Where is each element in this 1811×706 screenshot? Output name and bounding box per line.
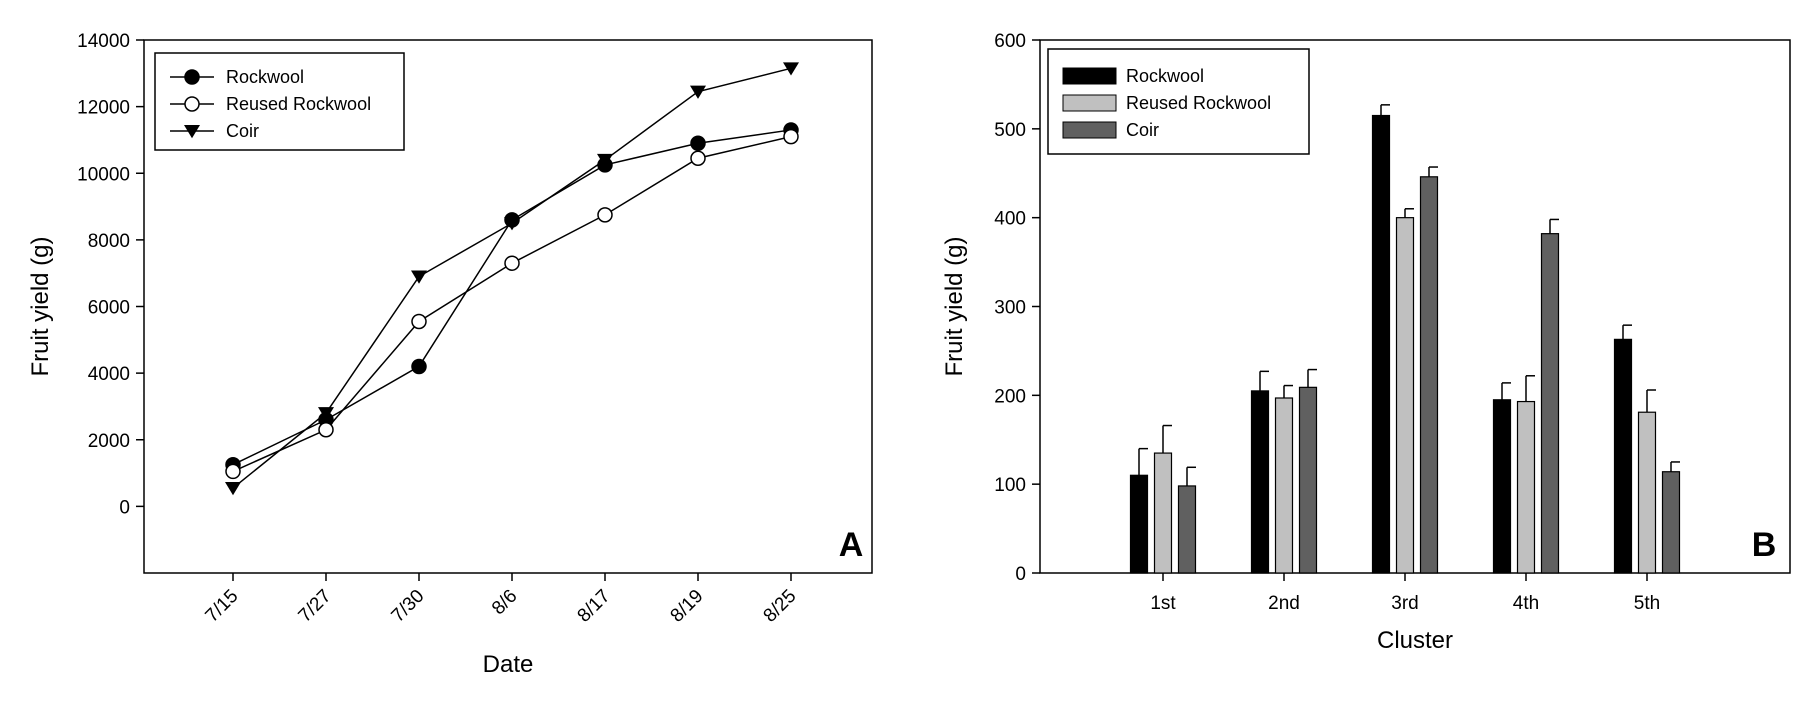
legend-entry: Rockwool bbox=[1126, 66, 1204, 86]
x-tick-label: 8/25 bbox=[760, 586, 801, 627]
y-tick-label: 100 bbox=[994, 475, 1026, 496]
panel-label: A bbox=[839, 526, 864, 564]
data-point bbox=[318, 422, 334, 438]
x-axis-title: Cluster bbox=[1377, 627, 1453, 654]
y-axis-title: Fruit yield (g) bbox=[27, 236, 54, 376]
data-point bbox=[504, 255, 520, 271]
y-axis-title: Fruit yield (g) bbox=[941, 236, 968, 376]
panel-label: B bbox=[1752, 526, 1777, 564]
data-point bbox=[411, 358, 427, 375]
y-tick-label: 10000 bbox=[77, 164, 130, 185]
data-point bbox=[690, 150, 706, 167]
legend-marker bbox=[184, 96, 200, 112]
bar bbox=[1274, 397, 1294, 574]
legend: Rockwool Reused Rockwool Coir bbox=[1047, 48, 1310, 155]
bar bbox=[1129, 474, 1149, 574]
legend: Rockwool Reused Rockwool Coir bbox=[154, 52, 405, 151]
x-tick-label: 7/30 bbox=[388, 586, 429, 627]
y-tick-label: 4000 bbox=[88, 364, 130, 385]
x-tick-label: 8/17 bbox=[574, 586, 615, 627]
bar bbox=[1250, 390, 1270, 574]
legend-entry: Coir bbox=[226, 121, 259, 141]
y-tick-label: 0 bbox=[1015, 564, 1026, 585]
chart-panel-b: 0 100 200 300 400 500 600 1st 2nd 3rd 4th 5th Cluste… bbox=[941, 31, 1791, 654]
x-tick-label: 1st bbox=[1150, 593, 1176, 614]
bar bbox=[1540, 233, 1560, 574]
data-point bbox=[225, 482, 241, 496]
data-point bbox=[783, 128, 799, 145]
x-tick-label: 7/15 bbox=[202, 586, 243, 627]
bar bbox=[1298, 386, 1318, 574]
legend-marker bbox=[184, 69, 200, 85]
bar bbox=[1419, 176, 1439, 574]
legend-swatch bbox=[1062, 121, 1117, 139]
data-point bbox=[225, 463, 241, 480]
data-point bbox=[597, 207, 613, 223]
bar bbox=[1177, 485, 1197, 574]
bar bbox=[1637, 411, 1657, 574]
series-line bbox=[232, 129, 792, 466]
legend-entry: Reused Rockwool bbox=[226, 94, 371, 114]
bar bbox=[1613, 338, 1633, 574]
bar bbox=[1371, 114, 1391, 574]
legend-entry: Reused Rockwool bbox=[1126, 93, 1271, 113]
y-tick-label: 0 bbox=[119, 497, 130, 518]
data-point bbox=[504, 217, 520, 231]
data-point bbox=[411, 270, 427, 284]
bar bbox=[1395, 217, 1415, 574]
y-tick-label: 8000 bbox=[88, 231, 130, 252]
y-tick-label: 6000 bbox=[88, 298, 130, 319]
x-tick-label: 2nd bbox=[1268, 593, 1300, 614]
bar bbox=[1661, 471, 1681, 574]
y-tick-label: 12000 bbox=[77, 98, 130, 119]
data-point bbox=[597, 153, 613, 168]
data-point bbox=[411, 313, 427, 330]
y-tick-label: 400 bbox=[994, 209, 1026, 230]
x-tick-label: 8/19 bbox=[667, 586, 708, 627]
y-tick-label: 500 bbox=[994, 120, 1026, 141]
x-tick-label: 5th bbox=[1634, 593, 1660, 614]
legend-entry: Rockwool bbox=[226, 67, 304, 87]
bar bbox=[1153, 452, 1173, 574]
data-point bbox=[783, 62, 799, 76]
x-tick-label: 7/27 bbox=[295, 586, 336, 627]
legend-swatch bbox=[1062, 67, 1117, 85]
x-axis-title: Date bbox=[483, 651, 534, 678]
y-tick-label: 2000 bbox=[88, 431, 130, 452]
y-tick-label: 200 bbox=[994, 386, 1026, 407]
data-point bbox=[318, 407, 334, 421]
data-point bbox=[690, 85, 706, 99]
legend-marker bbox=[184, 125, 200, 139]
legend-swatch bbox=[1062, 94, 1117, 112]
x-tick-label: 8/6 bbox=[488, 586, 522, 620]
y-tick-label: 14000 bbox=[77, 31, 130, 52]
y-tick-label: 600 bbox=[994, 31, 1026, 52]
x-tick-label: 3rd bbox=[1391, 593, 1418, 614]
bar bbox=[1492, 399, 1512, 574]
data-point bbox=[690, 135, 706, 152]
y-tick-label: 300 bbox=[994, 298, 1026, 319]
legend-entry: Coir bbox=[1126, 120, 1159, 140]
bar bbox=[1516, 400, 1536, 574]
x-tick-label: 4th bbox=[1513, 593, 1539, 614]
chart-panel-a: 0 2000 4000 6000 8000 10000 12000 14000 7/15 7/27… bbox=[27, 31, 873, 678]
